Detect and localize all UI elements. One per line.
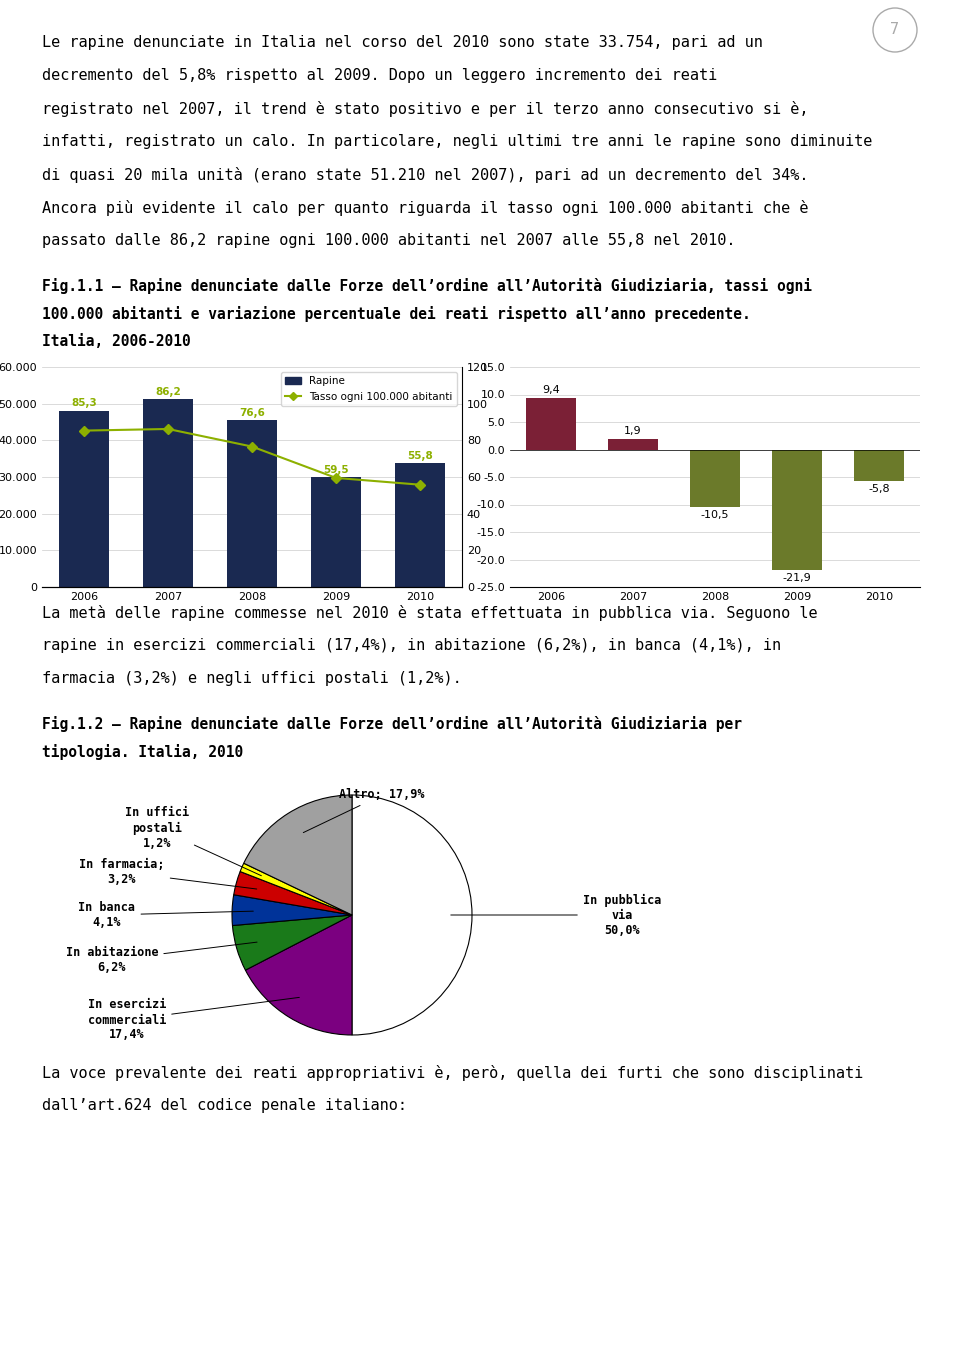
Text: registrato nel 2007, il trend è stato positivo e per il terzo anno consecutivo s: registrato nel 2007, il trend è stato po…: [42, 101, 808, 116]
Text: 9,4: 9,4: [542, 385, 560, 396]
Text: Fig.1.2 – Rapine denunciate dalle Forze dell’ordine all’Autorità Giudiziaria per: Fig.1.2 – Rapine denunciate dalle Forze …: [42, 716, 742, 732]
Text: 76,6: 76,6: [239, 408, 265, 418]
Text: In banca
4,1%: In banca 4,1%: [79, 901, 253, 930]
Text: infatti, registrato un calo. In particolare, negli ultimi tre anni le rapine son: infatti, registrato un calo. In particol…: [42, 134, 873, 149]
Text: Ancora più evidente il calo per quanto riguarda il tasso ogni 100.000 abitanti c: Ancora più evidente il calo per quanto r…: [42, 200, 808, 216]
Text: tipologia. Italia, 2010: tipologia. Italia, 2010: [42, 743, 243, 760]
Bar: [773, 449, 822, 570]
Legend: Rapine, Tasso ogni 100.000 abitanti: Rapine, Tasso ogni 100.000 abitanti: [281, 372, 457, 405]
Text: In abitazione
6,2%: In abitazione 6,2%: [65, 942, 257, 973]
Text: decremento del 5,8% rispetto al 2009. Dopo un leggero incremento dei reati: decremento del 5,8% rispetto al 2009. Do…: [42, 68, 717, 84]
Bar: [395, 463, 445, 587]
Text: 7: 7: [891, 22, 900, 37]
Text: 1,9: 1,9: [624, 426, 642, 437]
Text: Italia, 2006-2010: Italia, 2006-2010: [42, 334, 191, 349]
Wedge shape: [244, 795, 352, 914]
Text: -21,9: -21,9: [782, 572, 811, 583]
Text: -10,5: -10,5: [701, 511, 730, 520]
Text: 55,8: 55,8: [407, 450, 433, 461]
Text: -5,8: -5,8: [868, 485, 890, 494]
Bar: [59, 411, 109, 587]
Wedge shape: [240, 864, 352, 914]
Text: di quasi 20 mila unità (erano state 51.210 nel 2007), pari ad un decremento del : di quasi 20 mila unità (erano state 51.2…: [42, 167, 808, 183]
Wedge shape: [232, 895, 352, 925]
Text: Le rapine denunciate in Italia nel corso del 2010 sono state 33.754, pari ad un: Le rapine denunciate in Italia nel corso…: [42, 36, 763, 51]
Text: 85,3: 85,3: [71, 398, 97, 408]
Text: 86,2: 86,2: [156, 387, 180, 397]
Text: La metà delle rapine commesse nel 2010 è stata effettuata in pubblica via. Seguo: La metà delle rapine commesse nel 2010 è…: [42, 605, 818, 622]
Wedge shape: [233, 872, 352, 914]
Bar: [609, 439, 658, 449]
Text: La voce prevalente dei reati appropriativi è, però, quella dei furti che sono di: La voce prevalente dei reati appropriati…: [42, 1065, 863, 1082]
Wedge shape: [246, 914, 352, 1035]
Wedge shape: [352, 795, 472, 1035]
Text: passato dalle 86,2 rapine ogni 100.000 abitanti nel 2007 alle 55,8 nel 2010.: passato dalle 86,2 rapine ogni 100.000 a…: [42, 233, 735, 248]
Bar: [311, 476, 361, 587]
Text: Fig.1.1 – Rapine denunciate dalle Forze dell’ordine all’Autorità Giudiziaria, ta: Fig.1.1 – Rapine denunciate dalle Forze …: [42, 278, 812, 294]
Text: In farmacia;
3,2%: In farmacia; 3,2%: [80, 858, 256, 888]
Text: farmacia (3,2%) e negli uffici postali (1,2%).: farmacia (3,2%) e negli uffici postali (…: [42, 671, 462, 686]
Text: 100.000 abitanti e variazione percentuale dei reati rispetto all’anno precedente: 100.000 abitanti e variazione percentual…: [42, 307, 751, 322]
Text: Altro; 17,9%: Altro; 17,9%: [303, 789, 424, 832]
Text: dall’art.624 del codice penale italiano:: dall’art.624 del codice penale italiano:: [42, 1098, 407, 1113]
Bar: [227, 420, 277, 587]
Text: 59,5: 59,5: [324, 464, 348, 475]
Wedge shape: [232, 914, 352, 971]
Bar: [526, 398, 576, 449]
Text: In pubblica
via
50,0%: In pubblica via 50,0%: [451, 894, 661, 936]
Bar: [143, 400, 193, 587]
Bar: [690, 449, 739, 508]
Text: In esercizi
commerciali
17,4%: In esercizi commerciali 17,4%: [87, 998, 300, 1042]
Text: In uffici
postali
1,2%: In uffici postali 1,2%: [125, 806, 261, 876]
Bar: [854, 449, 903, 482]
Text: rapine in esercizi commerciali (17,4%), in abitazione (6,2%), in banca (4,1%), i: rapine in esercizi commerciali (17,4%), …: [42, 638, 781, 653]
